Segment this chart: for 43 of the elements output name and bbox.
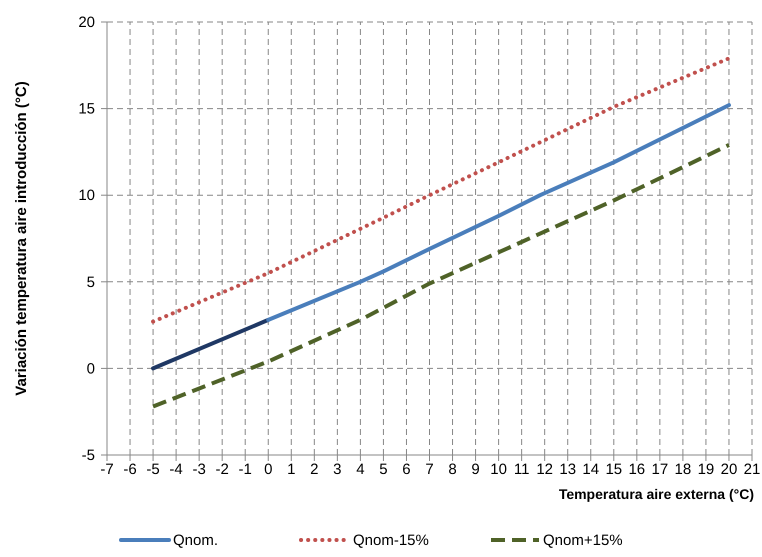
x-tick-label: 11 [514, 461, 530, 478]
x-tick-label: -2 [216, 461, 229, 478]
x-tick-label: -4 [169, 461, 183, 478]
x-tick-label: -1 [238, 461, 252, 478]
x-tick-label: 18 [674, 461, 692, 478]
y-tick-label: 5 [86, 274, 95, 291]
y-tick-label: 10 [78, 187, 95, 204]
x-tick-label: 3 [333, 461, 342, 478]
x-tick-label: 1 [287, 461, 296, 478]
x-tick-label: -7 [100, 461, 114, 478]
x-tick-label: 16 [628, 461, 646, 478]
x-tick-label: 10 [490, 461, 507, 478]
x-axis-title: Temperatura aire externa (°C) [558, 486, 754, 502]
x-tick-label: 0 [264, 461, 272, 478]
line-series [151, 142, 731, 409]
y-tick-label: 0 [86, 360, 95, 378]
y-tick-label: 20 [78, 14, 95, 31]
x-tick-label: 5 [379, 461, 388, 478]
y-tick-label: -5 [82, 447, 95, 464]
x-tick-label: -5 [146, 461, 160, 478]
x-tick-label: 15 [605, 461, 622, 478]
legend-label: Qnom-15% [353, 532, 429, 549]
y-tick-label: 15 [78, 100, 95, 118]
x-tick-label: 4 [356, 461, 365, 478]
x-tick-label: 12 [536, 461, 554, 478]
x-tick-label: -3 [192, 461, 206, 478]
x-tick-label: 8 [448, 461, 457, 478]
x-tick-label: 6 [402, 461, 411, 478]
x-tick-label: 13 [559, 461, 576, 478]
x-tick-label: 7 [425, 461, 434, 478]
legend-label: Qnom+15% [543, 532, 623, 549]
x-tick-label: -6 [123, 461, 137, 478]
line-series [266, 103, 731, 322]
x-tick-label: 17 [652, 461, 668, 478]
y-axis-title: Variación temperatura aire introducción (°C) [13, 81, 30, 396]
x-tick-label: 20 [720, 461, 738, 478]
legend-label: Qnom. [173, 532, 218, 549]
x-tick-label: 21 [744, 461, 760, 478]
line-series [151, 56, 731, 324]
x-tick-label: 9 [471, 461, 480, 478]
x-tick-label: 19 [698, 461, 714, 478]
x-tick-label: 2 [310, 461, 318, 478]
x-tick-label: 14 [582, 461, 600, 478]
